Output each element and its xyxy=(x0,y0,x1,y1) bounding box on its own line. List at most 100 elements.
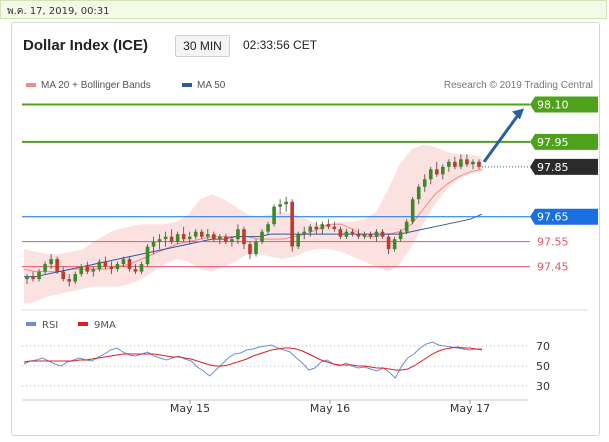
rsi-tick-label: 30 xyxy=(536,380,550,393)
candle xyxy=(67,274,72,287)
candle xyxy=(308,224,313,237)
candle xyxy=(242,226,246,250)
candle xyxy=(97,259,102,272)
candle xyxy=(91,266,96,277)
copyright-text: Research © 2019 Trading Central xyxy=(443,80,593,91)
level-label-pivot: 97.65 xyxy=(537,211,569,224)
candle xyxy=(230,236,234,247)
ma50-swatch xyxy=(182,83,192,88)
rsi-legend-label: RSI xyxy=(42,320,58,331)
candle xyxy=(169,229,174,245)
candle xyxy=(25,274,29,285)
candle xyxy=(133,264,138,275)
candle xyxy=(248,241,252,260)
candle xyxy=(73,271,78,285)
candle xyxy=(175,231,180,245)
ma20-legend: MA 20 + Bollinger Bands xyxy=(26,80,151,91)
bollinger-bands xyxy=(24,144,482,304)
candle xyxy=(296,231,301,250)
candle xyxy=(236,224,240,245)
level-label-bg xyxy=(530,158,598,175)
candle xyxy=(428,166,433,185)
candle xyxy=(79,264,84,277)
candle xyxy=(43,261,47,275)
rsi-grid: 70 50 30 xyxy=(22,340,550,393)
candle xyxy=(404,219,409,235)
candle xyxy=(254,239,258,257)
candle xyxy=(338,226,343,240)
candle xyxy=(302,226,307,240)
candle xyxy=(212,231,216,242)
level-label-resistance: 97.95 xyxy=(537,136,569,149)
candle xyxy=(398,229,403,242)
x-tick-label: May 17 xyxy=(450,402,490,415)
candle xyxy=(368,231,373,240)
candle xyxy=(356,229,361,240)
candle xyxy=(410,196,415,225)
candle xyxy=(260,229,264,245)
candle xyxy=(193,229,198,240)
candle xyxy=(284,196,288,212)
datetime-text: พ.ค. 17, 2019, 00:31 xyxy=(7,6,110,17)
candle xyxy=(127,256,132,272)
level-labels: 98.10 97.95 97.85 97.65 97.55 97.45 xyxy=(530,96,598,274)
candle xyxy=(103,256,108,270)
candle xyxy=(422,174,427,192)
candle xyxy=(109,261,114,275)
ma20-legend-label: MA 20 + Bollinger Bands xyxy=(41,80,151,91)
candle xyxy=(163,231,168,247)
candle xyxy=(224,234,228,245)
bollinger-band-area xyxy=(24,144,482,304)
candle xyxy=(434,161,439,177)
candle xyxy=(55,256,59,275)
candle xyxy=(477,159,481,170)
ma9-swatch xyxy=(78,322,88,326)
candle xyxy=(326,219,331,230)
candle xyxy=(392,236,397,252)
candle xyxy=(266,221,270,235)
candle xyxy=(139,261,144,275)
rsi-swatch xyxy=(26,322,36,326)
level-label-resistance: 98.10 xyxy=(537,98,569,111)
rsi-line xyxy=(23,341,483,379)
candle xyxy=(290,199,294,252)
candle xyxy=(278,199,282,215)
candle xyxy=(453,156,457,170)
candle xyxy=(61,266,65,282)
chart-time: 02:33:56 CET xyxy=(243,38,318,52)
timeframe-selector[interactable]: 30 MIN xyxy=(175,35,230,57)
candle xyxy=(218,234,222,245)
candles xyxy=(25,154,481,287)
candle xyxy=(31,271,35,282)
candle xyxy=(362,231,367,240)
candle xyxy=(350,229,355,237)
level-label-bg xyxy=(530,133,598,150)
candle xyxy=(151,236,156,255)
candle xyxy=(272,204,276,227)
candle xyxy=(37,269,41,282)
candle xyxy=(332,221,337,232)
ma9-legend-label: 9MA xyxy=(94,320,116,331)
candle xyxy=(380,229,385,240)
arrow-head xyxy=(512,108,524,120)
candle xyxy=(471,159,475,170)
candle xyxy=(199,229,204,240)
candle xyxy=(441,164,445,180)
rsi-legend: RSI 9MA xyxy=(26,320,116,331)
x-axis: May 15 May 16 May 17 xyxy=(170,400,490,415)
rsi-tick-label: 70 xyxy=(536,340,550,353)
ma50-legend-label: MA 50 xyxy=(197,80,226,91)
candle xyxy=(49,254,53,270)
candle xyxy=(205,229,210,240)
candle xyxy=(145,244,150,267)
x-tick-label: May 16 xyxy=(310,402,350,415)
level-label-last-price: 97.85 xyxy=(537,161,569,174)
arrow-shaft xyxy=(482,111,522,163)
candle xyxy=(447,159,451,172)
candle xyxy=(459,154,463,170)
rsi-lines xyxy=(23,341,483,379)
candle xyxy=(374,229,379,242)
candle xyxy=(121,256,126,267)
candle xyxy=(344,229,349,240)
